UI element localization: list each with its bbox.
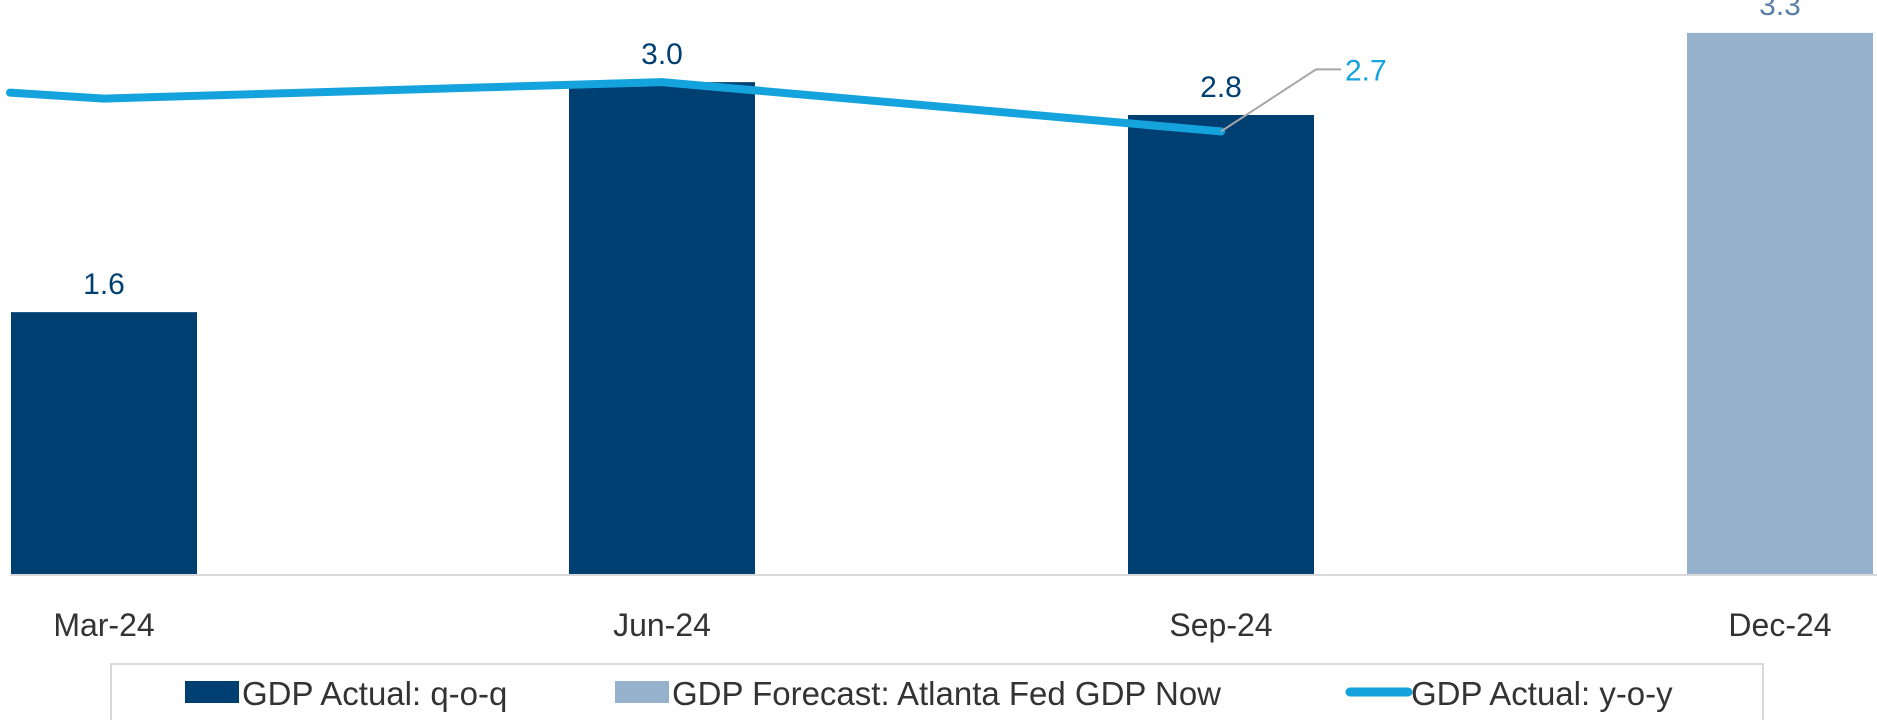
legend-label-yoy: GDP Actual: y-o-y bbox=[1411, 675, 1673, 712]
bar-label-actual-jun-24: 3.0 bbox=[641, 38, 683, 71]
bar-label-forecast-dec-24: 3.3 bbox=[1759, 0, 1801, 22]
legend-box bbox=[110, 663, 1764, 720]
x-tick-label-sep-24: Sep-24 bbox=[1169, 607, 1272, 643]
bar-label-actual-mar-24: 1.6 bbox=[83, 268, 125, 301]
line-point-yoy-jun-24 bbox=[658, 78, 666, 87]
line-series-yoy bbox=[6, 78, 1225, 136]
bar-forecast-dec-24 bbox=[1687, 32, 1873, 576]
x-tick-label-mar-24: Mar-24 bbox=[53, 607, 154, 643]
legend-swatch-forecast bbox=[615, 681, 669, 703]
labels-layer: 1.6 3.0 2.8 3.3 2.7 bbox=[83, 0, 1801, 301]
ticks-layer: Mar-24 Jun-24 Sep-24 Dec-24 bbox=[53, 607, 1831, 643]
leader-line-yoy bbox=[1220, 68, 1341, 133]
line-point-yoy-mar-24 bbox=[100, 94, 108, 103]
bars-layer bbox=[11, 32, 1873, 576]
x-tick-label-jun-24: Jun-24 bbox=[613, 607, 711, 643]
line-label-yoy-sep-24: 2.7 bbox=[1345, 54, 1387, 87]
legend: GDP Actual: q-o-q GDP Forecast: Atlanta … bbox=[110, 663, 1764, 720]
bar-actual-mar-24 bbox=[11, 312, 197, 575]
bar-actual-sep-24 bbox=[1128, 115, 1314, 575]
x-tick-label-dec-24: Dec-24 bbox=[1728, 607, 1831, 643]
legend-swatch-actual-qoq bbox=[185, 681, 239, 703]
legend-label-actual-qoq: GDP Actual: q-o-q bbox=[242, 675, 507, 712]
bar-label-actual-sep-24: 2.8 bbox=[1200, 71, 1242, 104]
bar-actual-jun-24 bbox=[569, 82, 755, 576]
legend-label-forecast: GDP Forecast: Atlanta Fed GDP Now bbox=[672, 675, 1221, 712]
